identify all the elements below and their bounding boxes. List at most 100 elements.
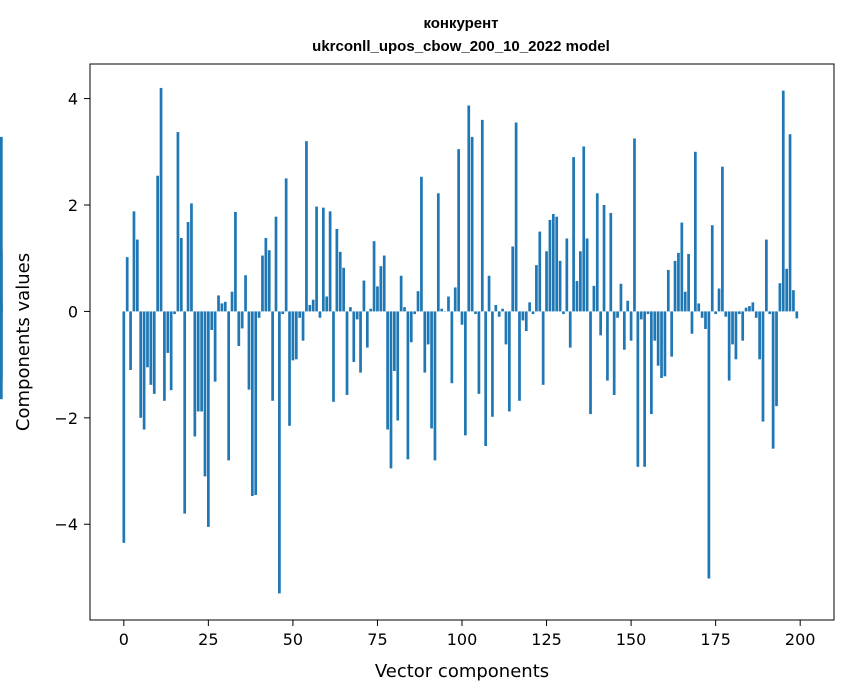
bar-component-53 (301, 311, 305, 341)
bar-component-170 (697, 303, 701, 312)
bar-component-17 (179, 237, 183, 312)
bar-component-140 (595, 193, 599, 312)
x-tick-label: 175 (700, 630, 731, 649)
bar-component-36 (244, 275, 247, 312)
bars-group (0, 87, 799, 594)
bar-component-76 (379, 266, 383, 312)
bar-component-120 (528, 302, 531, 312)
bar-component-51 (294, 311, 298, 360)
bar-component-undefined (0, 136, 3, 312)
bar-component-56 (311, 299, 315, 312)
bar-component-84 (406, 311, 410, 460)
bar-component-167 (687, 253, 690, 312)
bar-component-147 (619, 283, 623, 312)
bar-component-153 (639, 311, 643, 320)
bar-component-197 (788, 134, 792, 312)
x-tick-label: 0 (119, 630, 129, 649)
bar-component-159 (660, 311, 663, 378)
bar-component-35 (240, 311, 244, 329)
bar-component-154 (643, 311, 646, 467)
bar-component-20 (190, 203, 193, 312)
bar-component-undefined (0, 303, 3, 312)
bar-component-81 (396, 311, 400, 421)
bar-component-78 (386, 311, 389, 430)
bar-component-162 (670, 311, 674, 357)
bar-component-48 (284, 178, 288, 312)
bar-component-27 (213, 311, 217, 382)
bar-component-66 (345, 311, 349, 395)
bar-component-119 (524, 311, 528, 332)
bar-component-176 (717, 288, 721, 312)
bar-component-116 (514, 122, 518, 312)
bar-component-131 (565, 238, 569, 312)
y-tick-label: −4 (54, 515, 78, 534)
bar-component-114 (507, 311, 511, 412)
bar-component-85 (409, 311, 413, 343)
bar-component-57 (315, 206, 318, 312)
bar-component-132 (568, 311, 572, 348)
chart-subtitle: ukrconll_upos_cbow_200_10_2022 model (312, 38, 610, 55)
bar-component-86 (413, 311, 417, 315)
bar-component-98 (453, 287, 457, 312)
bar-component-150 (629, 311, 633, 341)
bar-component-75 (376, 286, 379, 312)
bar-component-19 (186, 222, 190, 312)
x-tick-label: 50 (283, 630, 303, 649)
bar-component-9 (152, 311, 156, 394)
bar-component-195 (781, 90, 785, 312)
bar-component-152 (636, 311, 640, 467)
bar-component-156 (650, 311, 653, 415)
bar-component-67 (349, 307, 352, 312)
bar-component-196 (785, 268, 789, 312)
bar-component-148 (622, 311, 626, 350)
bar-component-16 (176, 132, 180, 312)
x-axis-label: Vector components (375, 661, 549, 682)
bar-component-124 (541, 311, 545, 385)
bar-component-13 (166, 311, 170, 353)
bar-component-0 (122, 311, 126, 543)
bar-component-125 (545, 251, 548, 312)
bar-component-72 (365, 311, 369, 348)
bar-component-133 (572, 157, 575, 312)
bar-component-184 (744, 307, 748, 312)
bar-component-70 (359, 311, 362, 373)
bar-component-155 (646, 311, 650, 315)
bar-component-175 (714, 311, 717, 315)
bar-component-126 (548, 219, 552, 312)
bar-component-87 (416, 291, 420, 312)
bar-component-94 (440, 308, 444, 312)
bar-component-108 (487, 275, 491, 312)
chart-title: конкурент (423, 15, 498, 32)
bar-component-37 (247, 311, 251, 390)
bar-component-undefined (0, 250, 3, 312)
bar-component-43 (267, 250, 271, 312)
bar-component-191 (768, 311, 772, 315)
bar-component-139 (592, 285, 596, 312)
bar-component-157 (653, 311, 657, 341)
bar-component-160 (663, 311, 667, 377)
bar-component-142 (602, 205, 606, 312)
y-axis-label: Components values (13, 253, 34, 431)
bar-component-115 (511, 246, 515, 312)
bar-component-169 (693, 151, 697, 312)
bar-component-143 (606, 311, 609, 381)
bar-component-40 (257, 311, 261, 318)
bar-component-18 (183, 311, 187, 514)
bar-component-163 (673, 260, 677, 312)
bar-component-83 (403, 307, 406, 312)
bar-component-29 (220, 303, 224, 312)
bar-component-45 (274, 216, 278, 312)
bar-component-39 (254, 311, 258, 495)
bar-component-32 (230, 291, 234, 312)
bar-component-129 (558, 260, 562, 312)
bar-component-92 (433, 311, 437, 461)
bar-component-198 (792, 290, 795, 312)
bar-component-193 (775, 311, 778, 407)
bar-component-58 (318, 311, 322, 318)
bar-component-80 (393, 311, 396, 371)
bar-component-174 (710, 225, 714, 312)
bar-component-46 (278, 311, 281, 594)
bar-component-77 (382, 255, 386, 312)
bar-component-111 (497, 311, 501, 317)
bar-component-165 (680, 222, 684, 312)
